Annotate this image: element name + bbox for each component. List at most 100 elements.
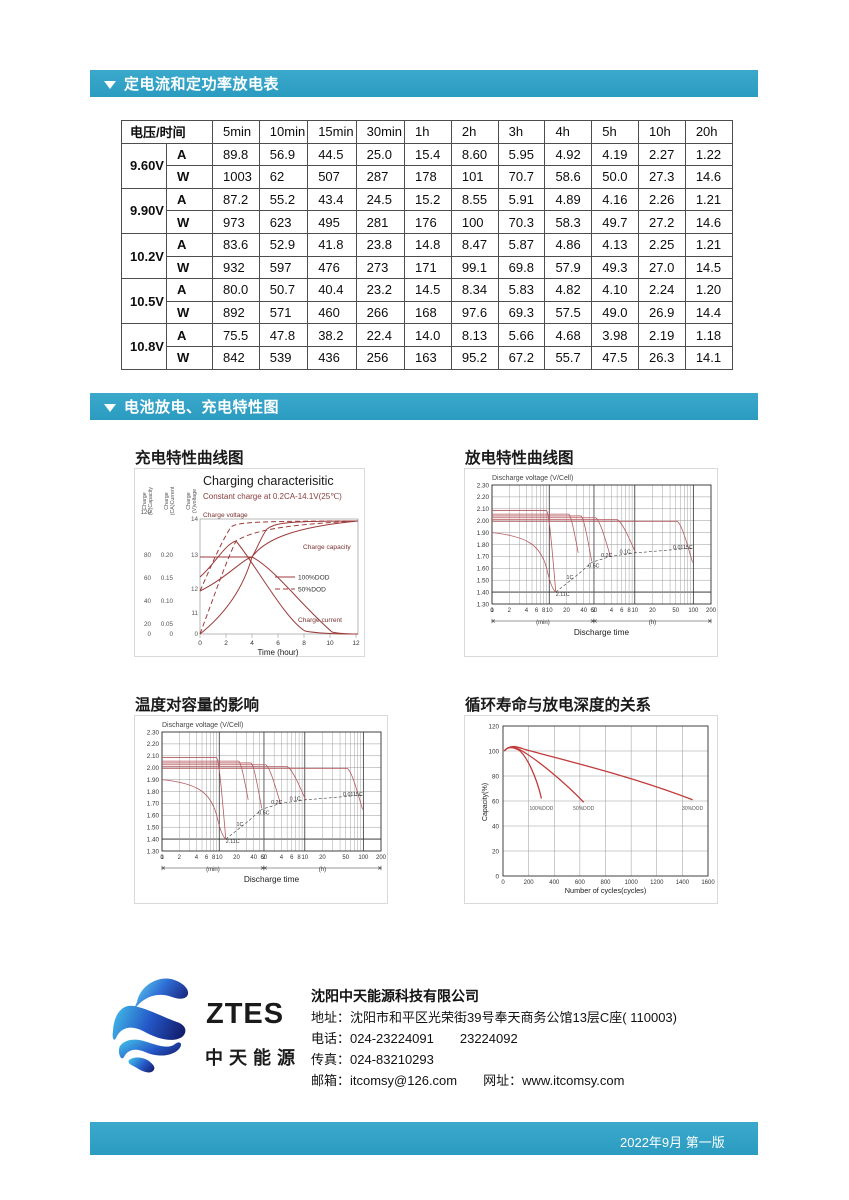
svg-text:20: 20 — [144, 621, 152, 628]
svg-text:1.40: 1.40 — [477, 589, 490, 596]
svg-text:1.90: 1.90 — [147, 777, 160, 784]
svg-text:0.1C: 0.1C — [290, 797, 301, 803]
svg-text:2.11C: 2.11C — [226, 839, 240, 845]
svg-text:0.15: 0.15 — [161, 575, 174, 582]
svg-text:20: 20 — [319, 855, 326, 861]
svg-text:2: 2 — [508, 608, 512, 614]
svg-text:0: 0 — [169, 631, 173, 638]
svg-text:1.50: 1.50 — [147, 825, 160, 832]
svg-text:0.0115C: 0.0115C — [673, 545, 693, 551]
svg-text:50: 50 — [342, 855, 349, 861]
svg-text:200: 200 — [376, 855, 387, 861]
svg-text:(h): (h) — [319, 867, 326, 873]
svg-text:100: 100 — [140, 469, 151, 471]
svg-text:Discharge time: Discharge time — [574, 627, 630, 637]
svg-text:Charge voltage: Charge voltage — [203, 512, 248, 519]
svg-text:40: 40 — [250, 855, 257, 861]
svg-text:40: 40 — [144, 598, 152, 605]
svg-text:100%DOD: 100%DOD — [529, 806, 553, 812]
svg-text:1.50: 1.50 — [477, 578, 490, 585]
svg-text:6: 6 — [205, 855, 209, 861]
svg-text:1.30: 1.30 — [147, 848, 160, 855]
svg-text:Number of cycles(cycles): Number of cycles(cycles) — [565, 886, 647, 895]
svg-text:50%DOD: 50%DOD — [573, 806, 595, 812]
svg-text:0: 0 — [495, 873, 499, 880]
svg-text:12: 12 — [352, 640, 360, 647]
svg-text:1: 1 — [490, 608, 494, 614]
svg-text:1400: 1400 — [676, 880, 690, 886]
svg-text:2.20: 2.20 — [147, 741, 160, 748]
svg-text:6: 6 — [535, 608, 539, 614]
svg-text:1.90: 1.90 — [477, 530, 490, 537]
svg-text:80: 80 — [144, 552, 152, 559]
svg-text:2.00: 2.00 — [147, 765, 160, 772]
svg-text:1.30: 1.30 — [477, 601, 490, 608]
svg-text:Time (hour): Time (hour) — [257, 648, 298, 657]
svg-text:20: 20 — [649, 608, 656, 614]
svg-text:1600: 1600 — [701, 880, 715, 886]
svg-text:0.2C: 0.2C — [601, 553, 612, 559]
svg-text:13: 13 — [191, 552, 199, 559]
svg-text:1.70: 1.70 — [147, 801, 160, 808]
svg-text:(CA)Current: (CA)Current — [170, 486, 176, 515]
svg-text:1.70: 1.70 — [477, 554, 490, 561]
svg-text:4: 4 — [195, 855, 199, 861]
svg-text:4: 4 — [610, 608, 614, 614]
svg-text:1.60: 1.60 — [147, 813, 160, 820]
svg-text:0.0115C: 0.0115C — [343, 792, 363, 798]
svg-text:(min): (min) — [206, 867, 220, 873]
svg-text:60: 60 — [144, 575, 152, 582]
svg-text:50: 50 — [672, 608, 679, 614]
svg-text:Capacity(%): Capacity(%) — [482, 783, 489, 821]
svg-text:4: 4 — [250, 640, 254, 647]
svg-text:6: 6 — [620, 608, 624, 614]
svg-text:10: 10 — [546, 608, 553, 614]
svg-text:2.10: 2.10 — [147, 753, 160, 760]
svg-text:400: 400 — [549, 880, 560, 886]
svg-text:10: 10 — [301, 855, 308, 861]
svg-text:100%DOD: 100%DOD — [298, 575, 330, 582]
svg-text:20: 20 — [233, 855, 240, 861]
svg-text:10: 10 — [326, 640, 334, 647]
svg-text:8: 8 — [302, 640, 306, 647]
svg-text:14: 14 — [191, 516, 199, 523]
svg-text:20: 20 — [492, 848, 500, 855]
svg-text:4: 4 — [280, 855, 284, 861]
svg-text:Charge capacity: Charge capacity — [303, 544, 351, 551]
svg-text:1C: 1C — [567, 575, 574, 581]
svg-text:2.30: 2.30 — [477, 482, 490, 489]
svg-text:1: 1 — [160, 855, 164, 861]
svg-text:40: 40 — [580, 608, 587, 614]
svg-text:30%DOD: 30%DOD — [682, 806, 704, 812]
svg-text:120: 120 — [140, 509, 151, 516]
svg-text:(h): (h) — [649, 620, 656, 626]
svg-text:0: 0 — [198, 640, 202, 647]
svg-text:1.60: 1.60 — [477, 566, 490, 573]
svg-text:Charge current: Charge current — [298, 617, 342, 624]
svg-text:0.1C: 0.1C — [620, 550, 631, 556]
svg-text:1.80: 1.80 — [147, 789, 160, 796]
svg-text:0: 0 — [147, 631, 151, 638]
svg-text:0: 0 — [194, 631, 198, 638]
svg-text:Charging characterisitic: Charging characterisitic — [203, 474, 334, 488]
svg-text:2.20: 2.20 — [477, 494, 490, 501]
svg-text:2.00: 2.00 — [477, 518, 490, 525]
svg-text:0.05: 0.05 — [161, 621, 174, 628]
svg-text:200: 200 — [524, 880, 535, 886]
svg-text:Discharge voltage (V/Cell): Discharge voltage (V/Cell) — [162, 722, 243, 729]
svg-text:120: 120 — [488, 723, 499, 730]
svg-text:2: 2 — [178, 855, 182, 861]
svg-text:2.10: 2.10 — [477, 506, 490, 513]
svg-text:1.40: 1.40 — [147, 836, 160, 843]
svg-text:0.5C: 0.5C — [258, 810, 269, 816]
svg-text:100: 100 — [358, 855, 369, 861]
svg-text:1C: 1C — [237, 822, 244, 828]
svg-text:4: 4 — [525, 608, 529, 614]
svg-text:6: 6 — [290, 855, 294, 861]
svg-text:(min): (min) — [536, 620, 550, 626]
svg-text:2.11C: 2.11C — [556, 592, 570, 598]
svg-text:1.80: 1.80 — [477, 542, 490, 549]
svg-text:200: 200 — [706, 608, 717, 614]
svg-text:Discharge time: Discharge time — [244, 874, 300, 884]
svg-text:1200: 1200 — [650, 880, 664, 886]
